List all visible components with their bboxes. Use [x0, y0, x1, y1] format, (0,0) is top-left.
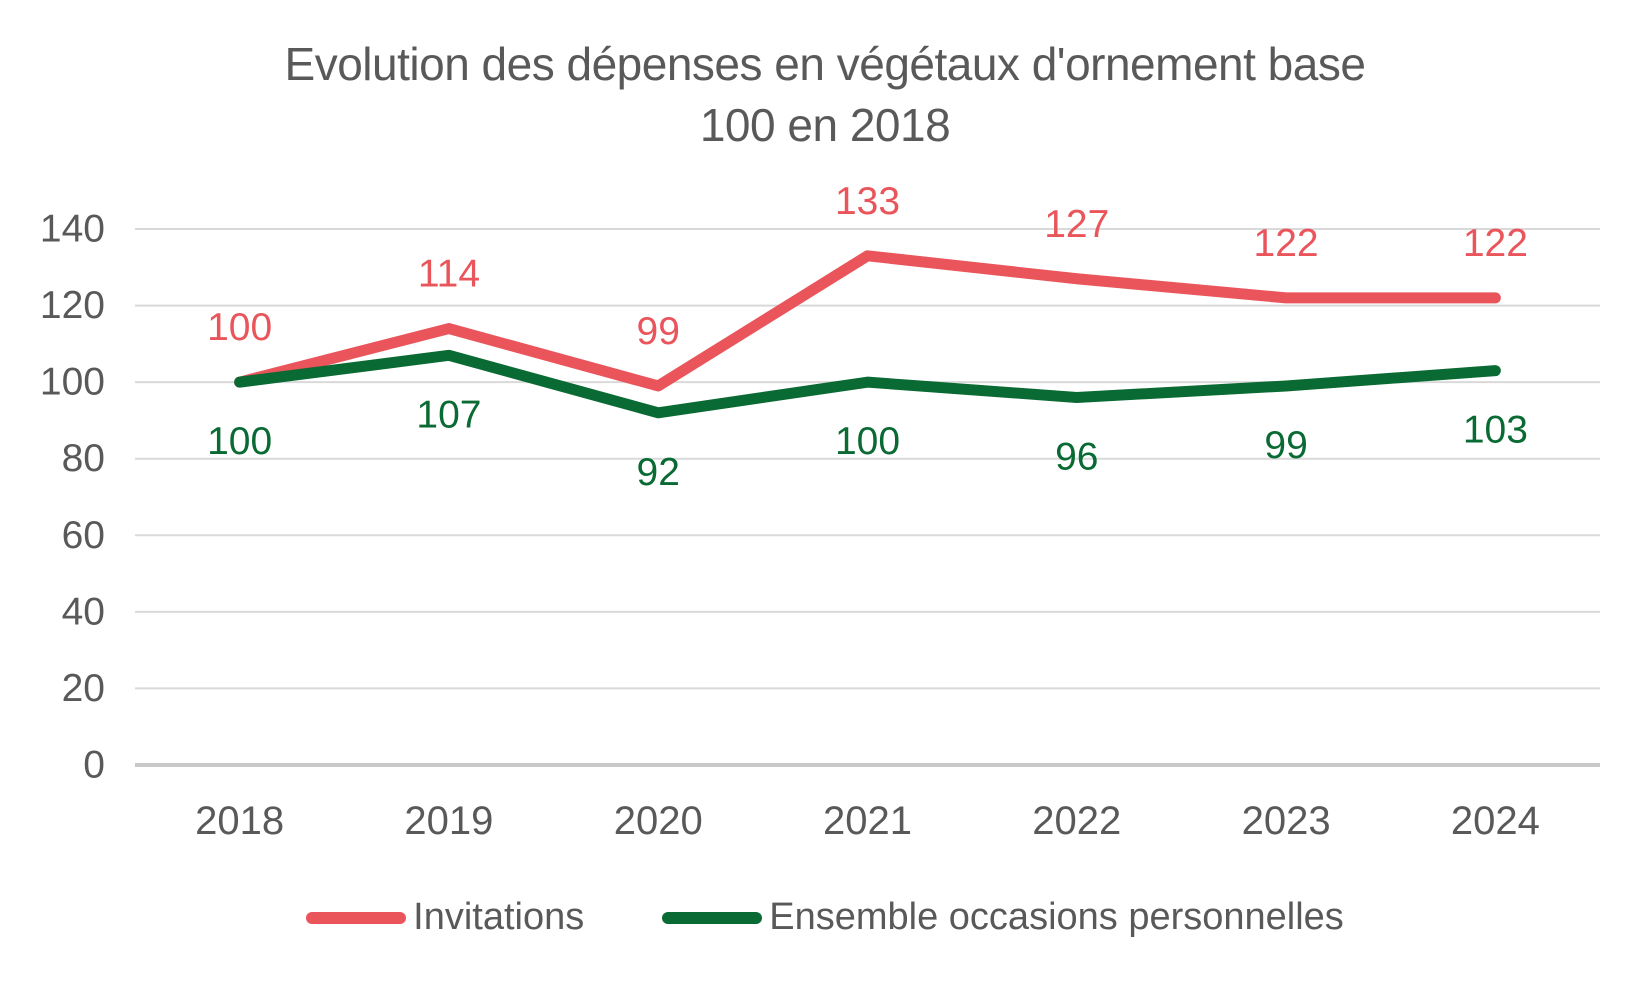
legend-label-ensemble-occasions-personnelles: Ensemble occasions personnelles	[769, 896, 1344, 938]
data-label-invitations-2022: 127	[1044, 203, 1109, 246]
data-label-ensemble-occasions-personnelles-2024: 103	[1463, 409, 1528, 452]
x-tick-label-2018: 2018	[195, 799, 284, 843]
series-line-ensemble-occasions-personnelles	[234, 349, 1501, 419]
legend-item-invitations: Invitations	[306, 896, 584, 939]
data-label-invitations-2021: 133	[835, 180, 900, 223]
x-tick-label-2020: 2020	[614, 799, 703, 843]
data-label-invitations-2020: 99	[637, 310, 680, 353]
y-tick-label-100: 100	[40, 361, 105, 404]
data-label-ensemble-occasions-personnelles-2018: 100	[207, 420, 272, 463]
data-label-ensemble-occasions-personnelles-2020: 92	[637, 451, 680, 494]
x-tick-label-2021: 2021	[823, 799, 912, 843]
x-tick-label-2023: 2023	[1242, 799, 1331, 843]
y-tick-label-140: 140	[40, 208, 105, 251]
data-label-ensemble-occasions-personnelles-2021: 100	[835, 420, 900, 463]
y-tick-label-120: 120	[40, 284, 105, 327]
data-label-ensemble-occasions-personnelles-2022: 96	[1055, 435, 1098, 478]
legend-swatch-invitations	[306, 911, 407, 924]
data-label-invitations-2023: 122	[1254, 222, 1319, 265]
data-label-invitations-2024: 122	[1463, 222, 1528, 265]
y-tick-label-0: 0	[83, 744, 105, 787]
chart-title-line1: Evolution des dépenses en végétaux d'orn…	[284, 38, 1366, 90]
data-label-ensemble-occasions-personnelles-2019: 107	[416, 393, 481, 436]
chart-title-line2: 100 en 2018	[699, 99, 951, 151]
x-tick-label-2022: 2022	[1032, 799, 1121, 843]
legend: Invitations Ensemble occasions personnel…	[0, 896, 1650, 939]
y-tick-label-20: 20	[62, 667, 105, 710]
series-line-invitations	[234, 250, 1501, 392]
legend-item-ensemble-occasions-personnelles: Ensemble occasions personnelles	[662, 896, 1344, 939]
legend-label-invitations: Invitations	[413, 896, 585, 938]
legend-swatch-ensemble-occasions-personnelles	[662, 911, 763, 924]
y-tick-label-40: 40	[62, 590, 105, 633]
chart-title: Evolution des dépenses en végétaux d'orn…	[0, 34, 1650, 156]
x-tick-label-2019: 2019	[404, 799, 493, 843]
data-label-invitations-2018: 100	[207, 306, 272, 349]
y-tick-label-80: 80	[62, 437, 105, 480]
y-tick-label-60: 60	[62, 514, 105, 557]
data-label-invitations-2019: 114	[418, 253, 480, 296]
data-label-ensemble-occasions-personnelles-2023: 99	[1264, 424, 1307, 467]
x-tick-label-2024: 2024	[1451, 799, 1540, 843]
